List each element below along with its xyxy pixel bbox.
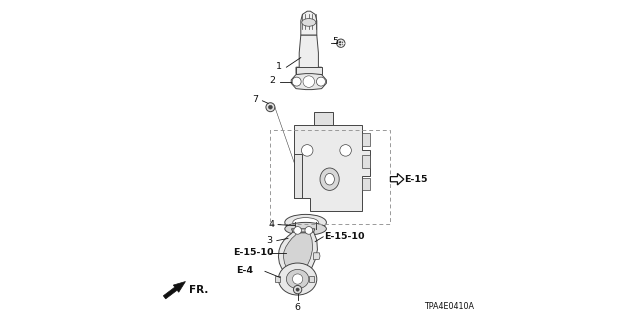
Polygon shape [284, 233, 312, 275]
Ellipse shape [269, 105, 273, 109]
Polygon shape [301, 11, 317, 35]
Text: 2: 2 [269, 76, 275, 84]
Ellipse shape [285, 214, 326, 230]
Ellipse shape [292, 274, 303, 284]
Ellipse shape [324, 173, 335, 185]
Text: 6: 6 [294, 303, 301, 312]
Ellipse shape [293, 218, 319, 227]
Polygon shape [362, 133, 370, 146]
Polygon shape [362, 178, 370, 190]
Ellipse shape [287, 269, 309, 289]
Polygon shape [163, 282, 186, 299]
Polygon shape [278, 232, 317, 279]
Text: E-15: E-15 [404, 175, 428, 184]
Text: 7: 7 [253, 95, 259, 104]
Ellipse shape [266, 103, 275, 112]
Ellipse shape [302, 19, 316, 26]
Polygon shape [291, 74, 326, 90]
Polygon shape [296, 67, 322, 74]
Polygon shape [294, 154, 302, 198]
Ellipse shape [293, 285, 302, 294]
Ellipse shape [320, 168, 339, 190]
Text: FR.: FR. [189, 284, 208, 295]
Text: 5: 5 [332, 37, 338, 46]
Ellipse shape [294, 227, 301, 234]
Ellipse shape [317, 77, 326, 86]
Text: 3: 3 [266, 236, 273, 245]
Ellipse shape [296, 288, 300, 291]
Text: E-4: E-4 [236, 266, 253, 275]
Polygon shape [362, 155, 370, 168]
Polygon shape [296, 35, 322, 74]
Text: E-15-10: E-15-10 [324, 232, 364, 241]
Ellipse shape [303, 76, 315, 87]
Text: TPA4E0410A: TPA4E0410A [424, 302, 474, 311]
Ellipse shape [340, 145, 351, 156]
Polygon shape [390, 173, 404, 185]
Ellipse shape [339, 41, 343, 45]
Text: E-15-10: E-15-10 [234, 248, 274, 257]
Text: 1: 1 [276, 62, 282, 71]
Polygon shape [314, 253, 320, 260]
Polygon shape [275, 276, 280, 282]
Polygon shape [308, 276, 314, 282]
Ellipse shape [305, 227, 312, 234]
Ellipse shape [285, 222, 326, 235]
Bar [270, 130, 390, 224]
Ellipse shape [278, 263, 317, 295]
Polygon shape [314, 112, 333, 125]
Text: 4: 4 [268, 220, 275, 229]
Polygon shape [292, 229, 315, 232]
Ellipse shape [292, 77, 301, 86]
Ellipse shape [301, 145, 313, 156]
Polygon shape [294, 125, 370, 211]
Polygon shape [304, 74, 314, 82]
Ellipse shape [337, 39, 345, 47]
